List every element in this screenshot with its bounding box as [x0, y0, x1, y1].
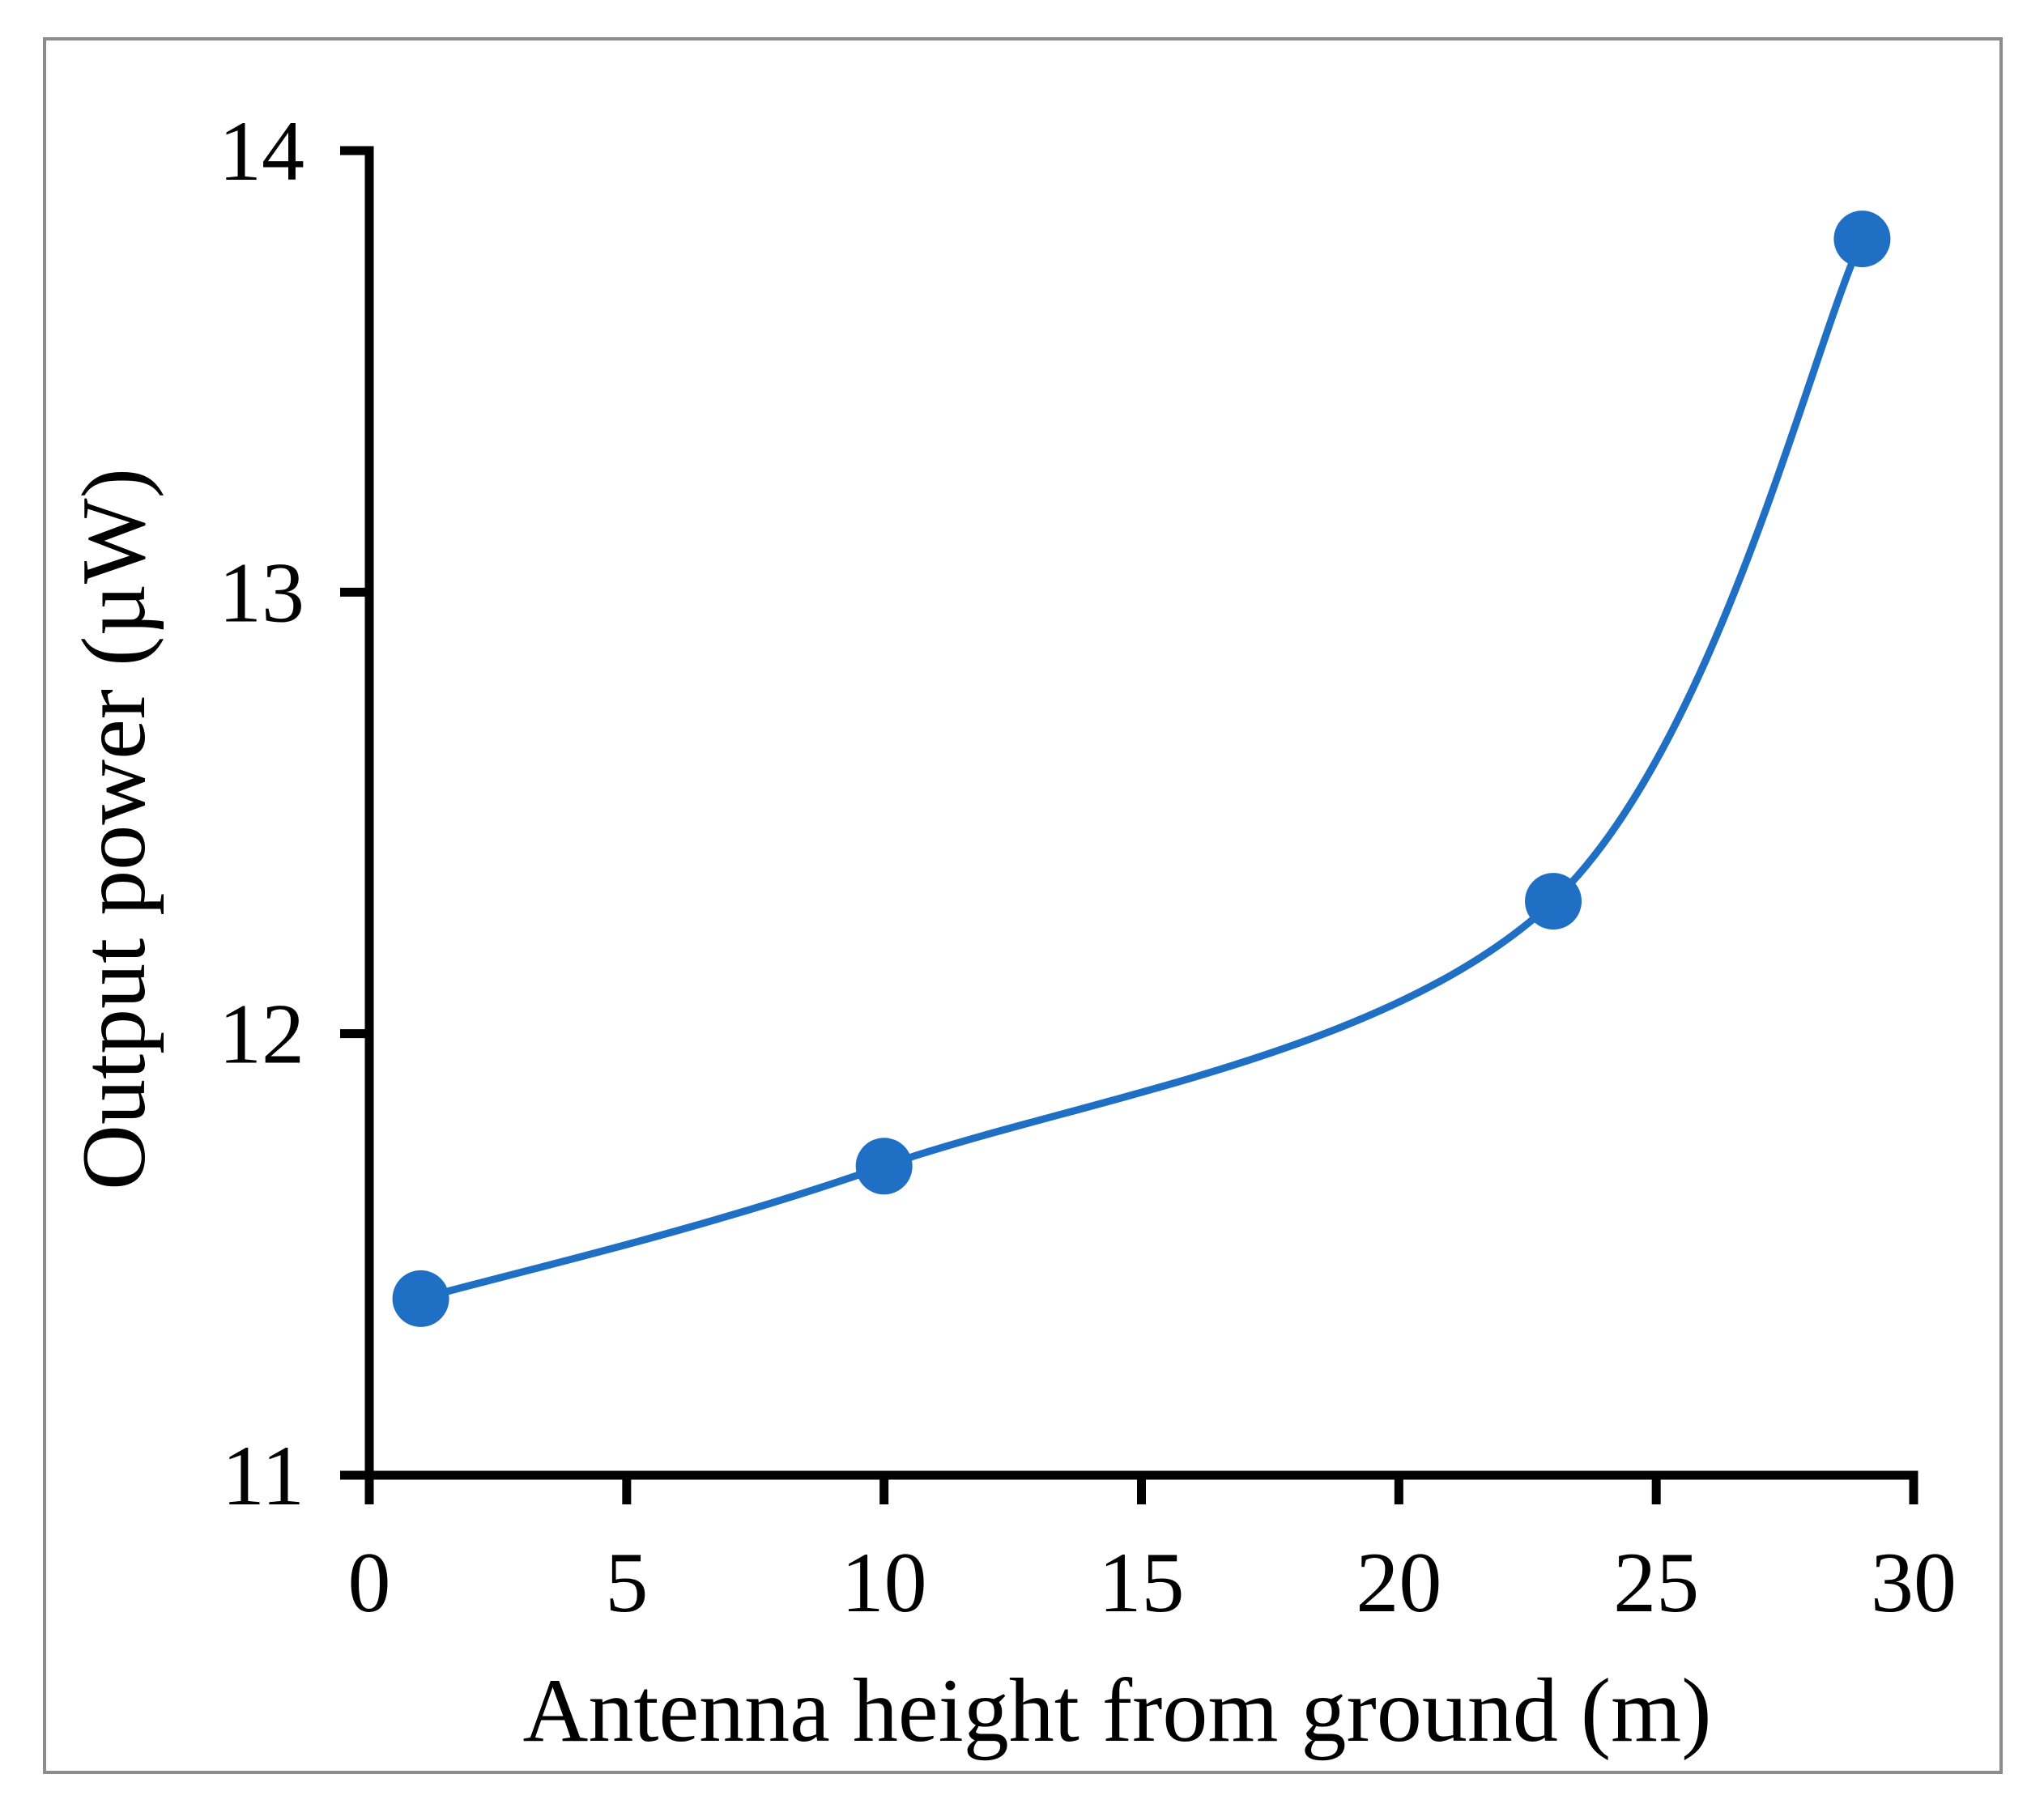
x-tick-label: 20: [1356, 1535, 1441, 1630]
x-tick-label: 15: [1099, 1535, 1185, 1630]
data-point: [1525, 873, 1582, 930]
x-tick-label: 0: [348, 1535, 391, 1630]
data-point: [1833, 211, 1891, 268]
y-axis-title: Output power (µW): [64, 468, 164, 1190]
y-tick-label: 13: [219, 545, 304, 640]
series: [392, 211, 1891, 1327]
series-line: [417, 235, 1866, 1303]
data-point: [392, 1270, 449, 1327]
data-point: [855, 1138, 913, 1195]
x-tick-label: 25: [1613, 1535, 1699, 1630]
y-ticks: 11 12 13 14: [219, 104, 369, 1523]
x-axis-title: Antenna height from ground (m): [522, 1661, 1711, 1761]
x-tick-label: 5: [605, 1535, 648, 1630]
y-tick-label: 11: [222, 1428, 304, 1523]
x-tick-label: 30: [1871, 1535, 1957, 1630]
x-ticks: 0 5 10 15 20 25 30: [348, 1475, 1957, 1630]
chart-frame: [43, 37, 2003, 1774]
y-tick-label: 12: [219, 987, 304, 1082]
y-tick-label: 14: [219, 104, 304, 198]
x-tick-label: 10: [841, 1535, 927, 1630]
